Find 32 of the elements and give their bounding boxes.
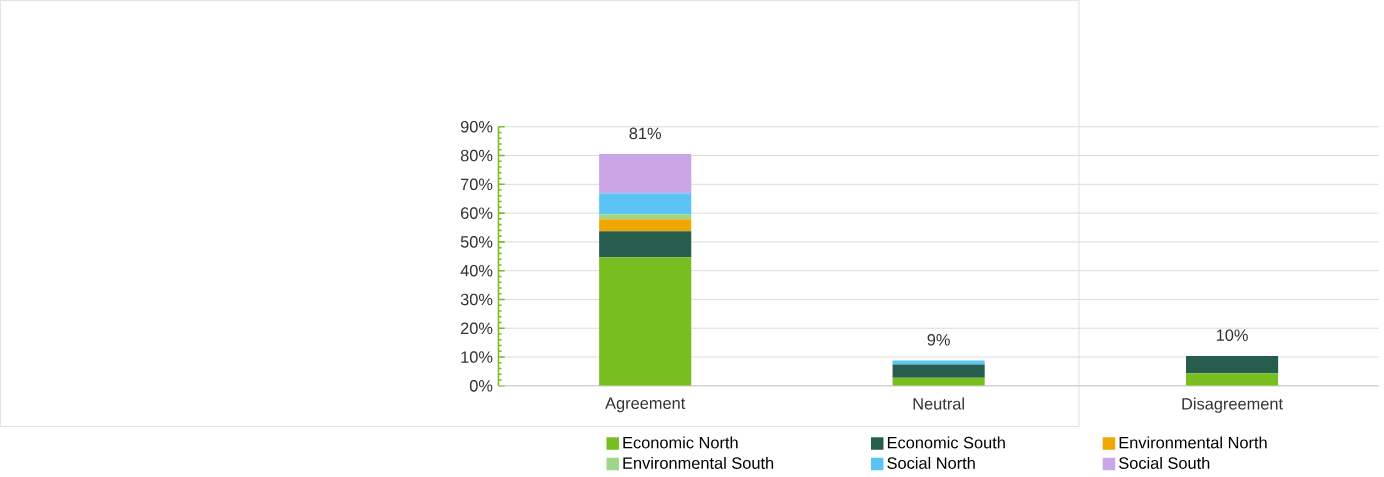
- legend-label: Environmental North: [1119, 436, 1267, 449]
- legend-label: Economic North: [623, 436, 738, 449]
- bar: [892, 360, 985, 365]
- legend-label: Environmental South: [623, 456, 774, 469]
- total-label: 81%: [629, 127, 661, 140]
- total-label: 9%: [927, 333, 950, 346]
- y-tick-label: 30%: [460, 293, 493, 306]
- y-tick-label: 70%: [460, 178, 493, 190]
- y-tick-label: 90%: [460, 120, 493, 133]
- y-tick-label: 50%: [460, 235, 493, 248]
- y-tick-label: 60%: [460, 207, 493, 219]
- y-tick-label: 80%: [460, 149, 493, 162]
- y-tick-label: 40%: [460, 264, 493, 277]
- bar: [599, 218, 692, 232]
- bar: [1186, 372, 1279, 386]
- x-tick-label: Disagreement: [1182, 397, 1283, 413]
- bar: [892, 364, 985, 378]
- bar: [599, 193, 692, 215]
- legend-label: Economic South: [887, 436, 1005, 449]
- x-tick-label: Neutral: [913, 397, 964, 410]
- y-tick-label: 0%: [469, 379, 493, 392]
- legend-label: Social South: [1119, 456, 1210, 469]
- x-tick-label: Agreement: [605, 397, 686, 413]
- bar: [599, 153, 692, 194]
- bar: [599, 256, 692, 386]
- total-label: 10%: [1216, 329, 1248, 341]
- y-tick-label: 10%: [461, 351, 493, 363]
- bar: [599, 231, 692, 257]
- legend-label: Social North: [887, 456, 975, 469]
- bar: [599, 214, 692, 219]
- bar: [1186, 355, 1279, 373]
- y-tick-label: 20%: [460, 322, 493, 334]
